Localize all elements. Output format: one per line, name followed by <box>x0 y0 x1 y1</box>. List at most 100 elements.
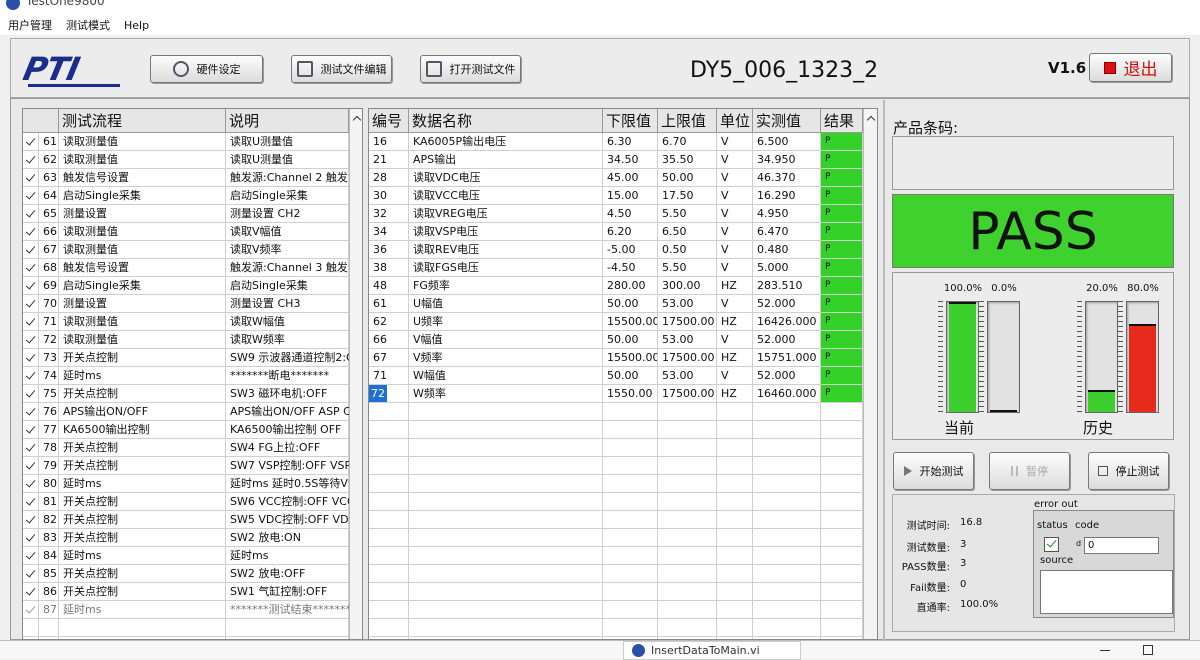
result-name: 读取VREG电压 <box>413 207 488 220</box>
result: P <box>821 349 862 366</box>
scroll-up[interactable] <box>866 115 876 125</box>
unit: HZ <box>721 351 737 364</box>
step-number: 83 <box>43 531 57 544</box>
measured-value: 46.370 <box>757 171 796 184</box>
menu-item[interactable]: 测试模式 <box>66 19 110 32</box>
step-name: 读取测量值 <box>63 315 118 328</box>
scrollbar[interactable] <box>349 109 362 639</box>
button-label: 测试文件编辑 <box>320 63 387 76</box>
scroll-up[interactable] <box>352 115 362 125</box>
step-name: 延时ms <box>63 549 102 562</box>
result-name: KA6005P输出电压 <box>413 135 507 148</box>
barcode-field[interactable] <box>892 136 1174 190</box>
result: P <box>821 331 862 348</box>
step-number: 69 <box>43 279 57 292</box>
control-button[interactable]: 暂停 <box>989 452 1070 490</box>
result-id: 66 <box>373 333 387 346</box>
stat-label: 测试数量: <box>906 543 950 554</box>
exit-button[interactable]: 退出 <box>1089 53 1172 82</box>
taskbar-item[interactable]: InsertDataToMain.vi <box>623 641 801 660</box>
step-number: 65 <box>43 207 57 220</box>
gauge-scale <box>1118 301 1123 413</box>
step-number: 61 <box>43 135 57 148</box>
measured-value: 52.000 <box>757 333 796 346</box>
step-name: 测量设置 <box>63 297 107 310</box>
measured-value: 16.290 <box>757 189 796 202</box>
upper-limit: 17500.00 <box>662 351 715 364</box>
step-number: 76 <box>43 405 57 418</box>
file-name: DY5_006_1323_2 <box>690 58 879 83</box>
step-name: 读取测量值 <box>63 135 118 148</box>
window-title: TestOne9800 <box>26 0 105 8</box>
scrollbar[interactable] <box>863 109 877 639</box>
gauge-caption: 历史 <box>1083 419 1114 437</box>
measured-value: 52.000 <box>757 369 796 382</box>
source-field[interactable] <box>1040 570 1173 614</box>
gauge-fill <box>1088 390 1115 412</box>
button-icon <box>1011 466 1018 476</box>
code-field[interactable]: 0 <box>1084 537 1159 554</box>
column-line <box>58 133 59 639</box>
menu-item[interactable]: Help <box>124 18 150 32</box>
step-description: 读取U测量值 <box>230 135 294 148</box>
upper-limit: 300.00 <box>662 279 701 292</box>
gauge-fill <box>1129 324 1156 412</box>
maximize[interactable] <box>1143 645 1153 655</box>
toolbar-button[interactable]: 打开测试文件 <box>420 55 521 83</box>
result: P <box>821 277 862 294</box>
result-name: V幅值 <box>413 333 443 346</box>
result-name: APS输出 <box>413 153 457 166</box>
result-name: U幅值 <box>413 297 444 310</box>
step-description: SW6 VCC控制:OFF VCC <box>230 495 349 508</box>
step-name: 启动Single采集 <box>63 279 141 292</box>
source-label: source <box>1040 555 1074 566</box>
measured-value: 52.000 <box>757 297 796 310</box>
header-cell: 实测值 <box>753 109 821 133</box>
unit: V <box>721 225 729 238</box>
app-icon <box>6 0 20 10</box>
button-label: 开始测试 <box>919 465 964 478</box>
measured-value: 6.500 <box>757 135 789 148</box>
measured-value: 34.950 <box>757 153 796 166</box>
step-name: KA6500输出控制 <box>63 423 150 436</box>
step-name: 延时ms <box>63 603 102 616</box>
step-name: 触发信号设置 <box>63 171 129 184</box>
step-number: 84 <box>43 549 57 562</box>
unit: V <box>721 189 729 202</box>
step-description: SW2 放电:OFF <box>230 567 306 580</box>
lower-limit: 4.50 <box>607 207 632 220</box>
unit: V <box>721 261 729 274</box>
status-checkbox[interactable] <box>1044 537 1059 552</box>
step-number: 81 <box>43 495 57 508</box>
code-radix: d <box>1076 539 1082 548</box>
result: P <box>821 187 862 204</box>
menu-item[interactable]: 用户管理 <box>8 19 52 32</box>
minimize[interactable] <box>1100 650 1110 651</box>
measured-value: 16460.000 <box>757 387 817 400</box>
toolbar-button[interactable]: 测试文件编辑 <box>291 55 392 83</box>
step-description: 读取V幅值 <box>230 225 282 238</box>
step-description: *******测试结束******* <box>230 603 349 616</box>
column-line <box>225 133 226 639</box>
column-line <box>408 133 409 639</box>
result-id: 30 <box>373 189 387 202</box>
menu-bar: 用户管理 测试模式 Help <box>0 15 1200 35</box>
control-button[interactable]: 停止测试 <box>1088 452 1169 490</box>
step-description: SW9 示波器通道控制2:C <box>230 351 349 364</box>
result: P <box>821 385 862 402</box>
result-name: U频率 <box>413 315 444 328</box>
step-number: 87 <box>43 603 57 616</box>
column-line <box>38 133 39 639</box>
result: P <box>821 295 862 312</box>
control-button[interactable]: 开始测试 <box>893 452 974 490</box>
stat-label: Fail数量: <box>910 583 950 594</box>
right-panel <box>883 100 1188 640</box>
unit: HZ <box>721 279 737 292</box>
toolbar-button[interactable]: 硬件设定 <box>150 55 263 83</box>
step-name: 开关点控制 <box>63 441 118 454</box>
result-id: 61 <box>373 297 387 310</box>
lower-limit: 6.20 <box>607 225 632 238</box>
lower-limit: 280.00 <box>607 279 646 292</box>
lower-limit: -4.50 <box>607 261 636 274</box>
